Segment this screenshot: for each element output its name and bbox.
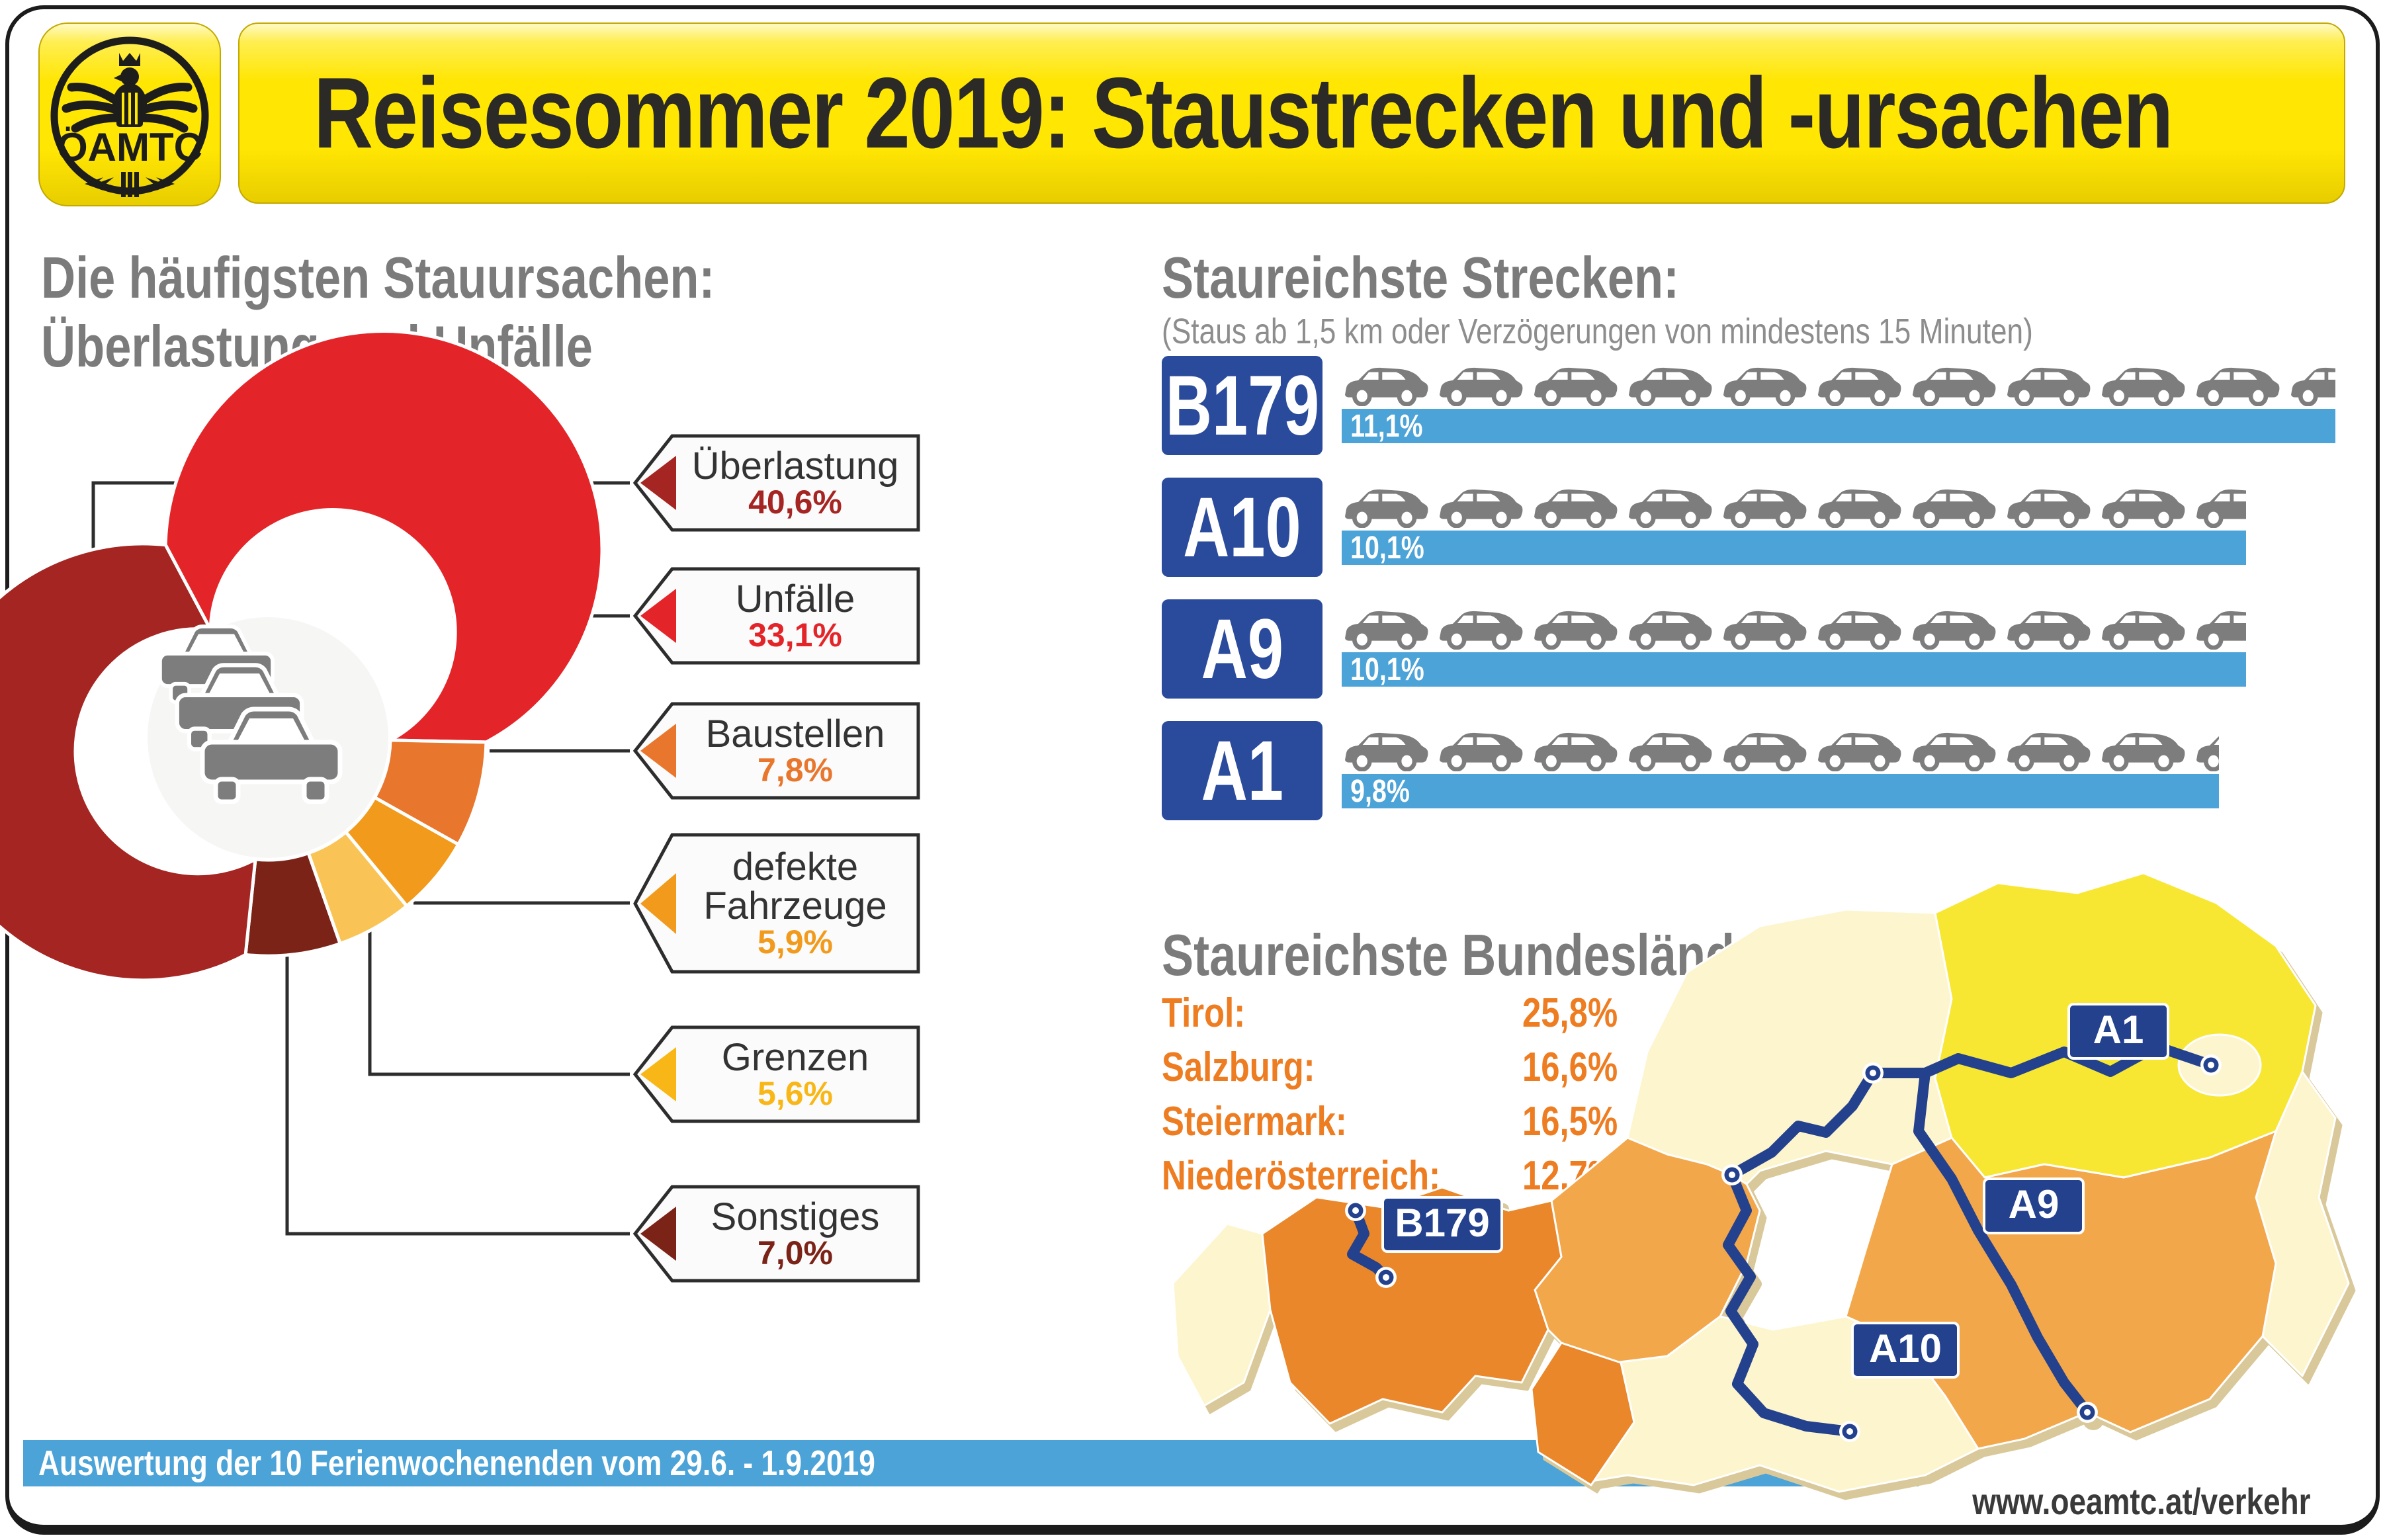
motorway-lines bbox=[1347, 1041, 2216, 1437]
cause-label-baustellen: Baustellen 7,8% bbox=[630, 701, 921, 800]
svg-text:A9: A9 bbox=[2009, 1182, 2060, 1226]
car-icon bbox=[1345, 368, 2335, 404]
map-badge-a9 bbox=[1983, 1177, 2085, 1234]
motorway-endpoint-dots bbox=[1345, 1054, 2222, 1442]
route-badge-b179: B179 bbox=[1162, 356, 1323, 455]
car-icon bbox=[1345, 733, 2219, 769]
cause-label-ueberlastung: Überlastung 40,6% bbox=[630, 433, 921, 533]
map-badge-a10 bbox=[1851, 1322, 1960, 1379]
car-row-a9 bbox=[1342, 607, 2246, 651]
cause-label-sonstiges: Sonstiges 7,0% bbox=[630, 1184, 921, 1283]
austria-map: A1 A9 A10 B179 bbox=[1172, 872, 2350, 1493]
state-row-tirol: Tirol: 25,8% bbox=[1162, 990, 1618, 1036]
map-state-osttirol bbox=[1530, 1342, 1635, 1486]
car-row-b179 bbox=[1342, 364, 2335, 407]
routes-heading: Staureichste Strecken: bbox=[1162, 245, 1680, 310]
cause-label-unfaelle: Unfälle 33,1% bbox=[630, 566, 921, 665]
map-route-badges: A1 A9 A10 B179 bbox=[1381, 1003, 2169, 1379]
motorway-a10-line bbox=[1723, 1170, 1855, 1437]
car-icon bbox=[1345, 611, 2246, 648]
oeamtc-emblem-icon: ÖAMTC bbox=[50, 36, 209, 197]
cause-label-defekte-fahrzeuge: defekte Fahrzeuge 5,9% bbox=[630, 832, 921, 974]
donut-slices bbox=[0, 329, 604, 982]
map-badge-a1 bbox=[2067, 1003, 2169, 1060]
route-bar-a10: 10,1% bbox=[1342, 531, 2246, 566]
svg-text:A1: A1 bbox=[2093, 1007, 2144, 1052]
route-bar-a9: 10,1% bbox=[1342, 652, 2246, 687]
route-bar-a1: 9,8% bbox=[1342, 774, 2219, 809]
oeamtc-logo: ÖAMTC bbox=[38, 22, 221, 206]
svg-text:A10: A10 bbox=[1869, 1326, 1942, 1371]
cause-label-grenzen: Grenzen 5,6% bbox=[630, 1025, 921, 1124]
map-badge-b179 bbox=[1381, 1196, 1503, 1253]
map-state-oberoesterreich bbox=[1626, 908, 1953, 1185]
state-row-steiermark: Steiermark: 16,5% bbox=[1162, 1099, 1618, 1144]
route-badge-a1: A1 bbox=[1162, 721, 1323, 820]
website-url: www.oeamtc.at/verkehr bbox=[1972, 1480, 2311, 1522]
car-icon bbox=[1345, 490, 2246, 526]
state-row-salzburg: Salzburg: 16,6% bbox=[1162, 1045, 1618, 1090]
car-row-a10 bbox=[1342, 486, 2246, 529]
page-title: Reisesommer 2019: Staustrecken und -ursa… bbox=[314, 56, 2173, 169]
routes-subtitle: (Staus ab 1,5 km oder Verzögerungen von … bbox=[1162, 312, 2033, 351]
route-badge-a10: A10 bbox=[1162, 478, 1323, 577]
svg-text:B179: B179 bbox=[1395, 1201, 1489, 1245]
page-title-banner: Reisesommer 2019: Staustrecken und -ursa… bbox=[238, 22, 2345, 204]
svg-text:ÖAMTC: ÖAMTC bbox=[57, 125, 202, 169]
route-badge-a9: A9 bbox=[1162, 599, 1323, 699]
causes-donut-chart bbox=[0, 329, 630, 1236]
route-bar-b179: 11,1% bbox=[1342, 409, 2335, 444]
map-state-vorarlberg bbox=[1172, 1222, 1272, 1407]
motorway-a9-line bbox=[1913, 1068, 2093, 1418]
car-row-a1 bbox=[1342, 729, 2219, 773]
